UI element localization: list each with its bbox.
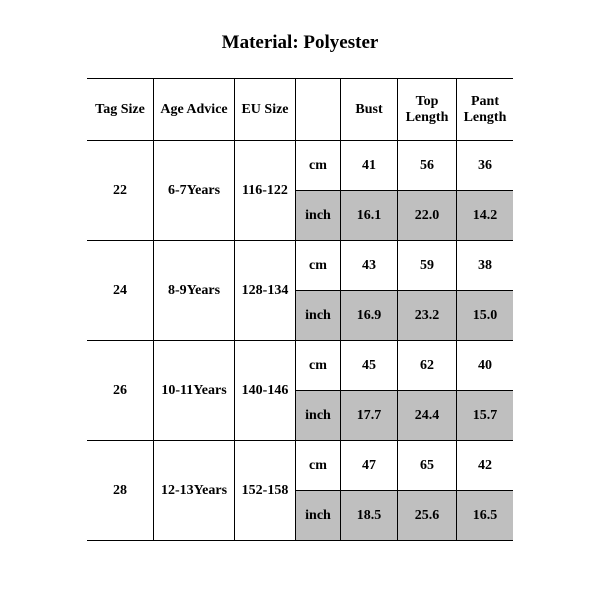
table-row: 28 12-13Years 152-158 cm 47 65 42 bbox=[87, 441, 513, 491]
cell-eu: 152-158 bbox=[235, 441, 296, 541]
cell-eu: 128-134 bbox=[235, 241, 296, 341]
cell-bust: 16.9 bbox=[341, 291, 398, 341]
cell-unit-cm: cm bbox=[296, 441, 341, 491]
cell-tag: 26 bbox=[87, 341, 154, 441]
cell-unit-inch: inch bbox=[296, 491, 341, 541]
col-eu-size: EU Size bbox=[235, 79, 296, 141]
col-age-advice: Age Advice bbox=[154, 79, 235, 141]
cell-eu: 140-146 bbox=[235, 341, 296, 441]
size-table: Tag Size Age Advice EU Size Bust Top Len… bbox=[87, 78, 513, 541]
cell-top: 23.2 bbox=[398, 291, 457, 341]
col-top-length: Top Length bbox=[398, 79, 457, 141]
cell-bust: 47 bbox=[341, 441, 398, 491]
cell-age: 8-9Years bbox=[154, 241, 235, 341]
table-row: 22 6-7Years 116-122 cm 41 56 36 bbox=[87, 141, 513, 191]
cell-unit-cm: cm bbox=[296, 341, 341, 391]
cell-pant: 15.7 bbox=[457, 391, 514, 441]
table-header-row: Tag Size Age Advice EU Size Bust Top Len… bbox=[87, 79, 513, 141]
table-row: 24 8-9Years 128-134 cm 43 59 38 bbox=[87, 241, 513, 291]
cell-top: 65 bbox=[398, 441, 457, 491]
cell-bust: 18.5 bbox=[341, 491, 398, 541]
cell-tag: 28 bbox=[87, 441, 154, 541]
col-bust: Bust bbox=[341, 79, 398, 141]
cell-unit-cm: cm bbox=[296, 241, 341, 291]
cell-bust: 17.7 bbox=[341, 391, 398, 441]
cell-unit-cm: cm bbox=[296, 141, 341, 191]
cell-bust: 41 bbox=[341, 141, 398, 191]
cell-pant: 14.2 bbox=[457, 191, 514, 241]
cell-bust: 16.1 bbox=[341, 191, 398, 241]
cell-age: 6-7Years bbox=[154, 141, 235, 241]
cell-top: 22.0 bbox=[398, 191, 457, 241]
col-unit bbox=[296, 79, 341, 141]
cell-bust: 45 bbox=[341, 341, 398, 391]
cell-pant: 15.0 bbox=[457, 291, 514, 341]
cell-pant: 38 bbox=[457, 241, 514, 291]
cell-pant: 40 bbox=[457, 341, 514, 391]
cell-tag: 24 bbox=[87, 241, 154, 341]
cell-unit-inch: inch bbox=[296, 191, 341, 241]
table-row: 26 10-11Years 140-146 cm 45 62 40 bbox=[87, 341, 513, 391]
page-title: Material: Polyester bbox=[0, 0, 600, 78]
cell-eu: 116-122 bbox=[235, 141, 296, 241]
cell-bust: 43 bbox=[341, 241, 398, 291]
cell-unit-inch: inch bbox=[296, 291, 341, 341]
cell-top: 62 bbox=[398, 341, 457, 391]
cell-top: 25.6 bbox=[398, 491, 457, 541]
cell-age: 10-11Years bbox=[154, 341, 235, 441]
cell-pant: 42 bbox=[457, 441, 514, 491]
cell-top: 59 bbox=[398, 241, 457, 291]
col-pant-length: Pant Length bbox=[457, 79, 514, 141]
cell-top: 24.4 bbox=[398, 391, 457, 441]
cell-pant: 16.5 bbox=[457, 491, 514, 541]
cell-unit-inch: inch bbox=[296, 391, 341, 441]
cell-tag: 22 bbox=[87, 141, 154, 241]
cell-pant: 36 bbox=[457, 141, 514, 191]
cell-top: 56 bbox=[398, 141, 457, 191]
cell-age: 12-13Years bbox=[154, 441, 235, 541]
col-tag-size: Tag Size bbox=[87, 79, 154, 141]
